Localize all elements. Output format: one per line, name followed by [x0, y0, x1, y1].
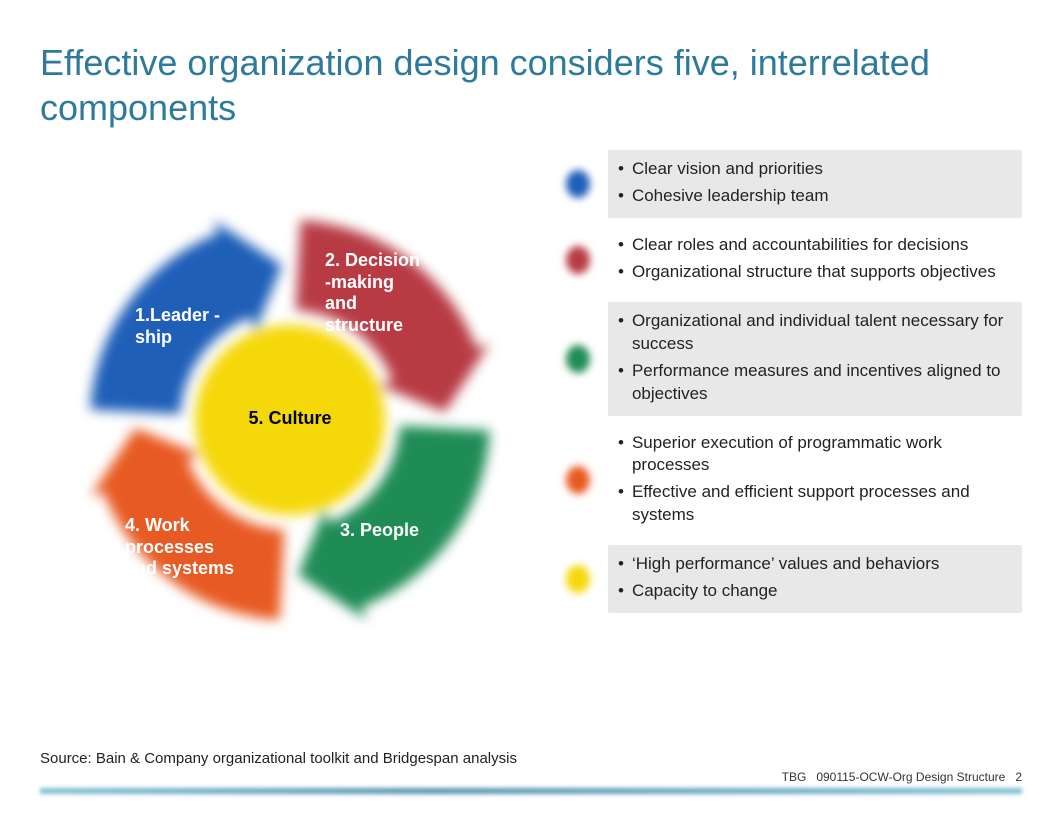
footer-doc: 090115-OCW-Org Design Structure	[816, 770, 1005, 784]
detail-group: Organizational and individual talent nec…	[560, 302, 1022, 416]
dot-wrap	[560, 246, 596, 274]
bullet-text: Effective and efficient support processe…	[632, 481, 1012, 527]
segment-label-people: 3. People	[340, 520, 419, 542]
bullet-text: Organizational and individual talent nec…	[632, 310, 1012, 356]
color-dot-icon	[566, 565, 590, 593]
detail-group: Superior execution of programmatic work …	[560, 424, 1022, 538]
detail-box: Clear roles and accountabilities for dec…	[608, 226, 1022, 294]
segment-label-decision: 2. Decision -making and structure	[325, 250, 420, 336]
bullet-text: Superior execution of programmatic work …	[632, 432, 1012, 478]
cycle-svg	[40, 150, 540, 650]
bullet-text: Capacity to change	[632, 580, 778, 603]
footer-text: TBG 090115-OCW-Org Design Structure 2	[782, 770, 1022, 784]
dot-wrap	[560, 466, 596, 494]
bullet: Organizational structure that supports o…	[618, 259, 1012, 286]
bullet-text: Performance measures and incentives alig…	[632, 360, 1012, 406]
bullet-text: Organizational structure that supports o…	[632, 261, 996, 284]
dot-wrap	[560, 565, 596, 593]
cycle-diagram: 1.Leader - ship 2. Decision -making and s…	[40, 150, 540, 650]
dot-wrap	[560, 170, 596, 198]
footer-bar	[40, 788, 1022, 794]
detail-box: Organizational and individual talent nec…	[608, 302, 1022, 416]
slide-title: Effective organization design considers …	[40, 40, 1022, 130]
bullet: Cohesive leadership team	[618, 183, 1012, 210]
detail-box: ‘High performance’ values and behaviors C…	[608, 545, 1022, 613]
content-row: 1.Leader - ship 2. Decision -making and s…	[40, 150, 1022, 650]
bullet-text: Clear vision and priorities	[632, 158, 823, 181]
color-dot-icon	[566, 345, 590, 373]
detail-group: Clear vision and priorities Cohesive lead…	[560, 150, 1022, 218]
details-column: Clear vision and priorities Cohesive lead…	[560, 150, 1022, 613]
bullet-text: Clear roles and accountabilities for dec…	[632, 234, 968, 257]
detail-box: Clear vision and priorities Cohesive lead…	[608, 150, 1022, 218]
color-dot-icon	[566, 170, 590, 198]
bullet: Organizational and individual talent nec…	[618, 308, 1012, 358]
footer-page: 2	[1015, 770, 1022, 784]
center-label: 5. Culture	[235, 408, 345, 429]
bullet: Capacity to change	[618, 578, 1012, 605]
bullet: Clear roles and accountabilities for dec…	[618, 232, 1012, 259]
color-dot-icon	[566, 466, 590, 494]
bullet: ‘High performance’ values and behaviors	[618, 551, 1012, 578]
bullet: Clear vision and priorities	[618, 156, 1012, 183]
segment-label-work: 4. Work processes and systems	[125, 515, 234, 580]
bullet: Superior execution of programmatic work …	[618, 430, 1012, 480]
detail-group: ‘High performance’ values and behaviors C…	[560, 545, 1022, 613]
bullet: Effective and efficient support processe…	[618, 479, 1012, 529]
source-text: Source: Bain & Company organizational to…	[40, 750, 517, 767]
bullet-text: ‘High performance’ values and behaviors	[632, 553, 939, 576]
slide: Effective organization design considers …	[0, 0, 1062, 822]
bullet-text: Cohesive leadership team	[632, 185, 829, 208]
detail-box: Superior execution of programmatic work …	[608, 424, 1022, 538]
detail-group: Clear roles and accountabilities for dec…	[560, 226, 1022, 294]
bullet: Performance measures and incentives alig…	[618, 358, 1012, 408]
segment-label-leadership: 1.Leader - ship	[135, 305, 220, 348]
footer-org: TBG	[782, 770, 807, 784]
dot-wrap	[560, 345, 596, 373]
color-dot-icon	[566, 246, 590, 274]
